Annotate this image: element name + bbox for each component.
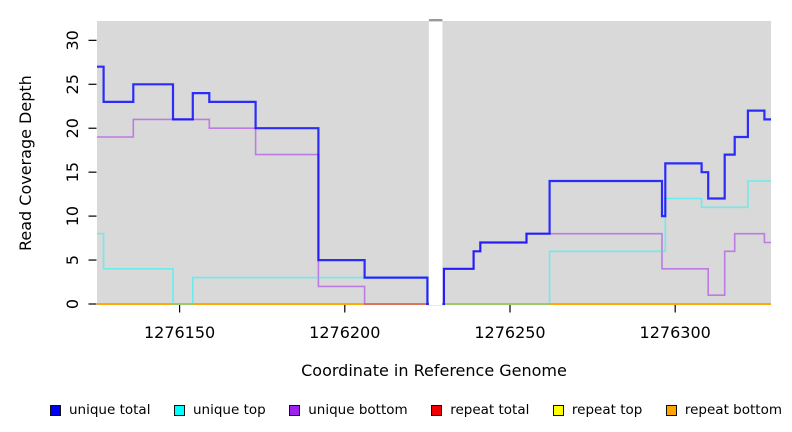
legend-label: repeat bottom xyxy=(684,402,782,418)
y-tick-label: 0 xyxy=(63,299,82,309)
legend-item-repeat-bottom: repeat bottom xyxy=(665,402,782,418)
series-line-unique-total xyxy=(97,65,771,306)
legend-label: unique bottom xyxy=(308,402,408,418)
legend-label: repeat total xyxy=(450,402,530,418)
x-tick-label: 1276300 xyxy=(640,323,711,342)
legend-label: unique total xyxy=(69,402,151,418)
y-tick-label: 30 xyxy=(63,30,82,50)
x-tick-label: 1276250 xyxy=(474,323,545,342)
legend-swatch-icon xyxy=(50,404,61,416)
y-tick-label: 10 xyxy=(63,206,82,226)
legend-item-repeat-top: repeat top xyxy=(552,402,643,418)
legend-label: repeat top xyxy=(571,402,643,418)
legend-item-repeat-total: repeat total xyxy=(431,402,529,418)
y-tick-label: 25 xyxy=(63,74,82,94)
legend: unique total unique top unique bottom repea… xyxy=(50,398,782,422)
series-line-unique-top xyxy=(97,180,771,305)
x-axis-title: Coordinate in Reference Genome xyxy=(301,361,567,380)
legend-item-unique-top: unique top xyxy=(174,402,266,418)
legend-swatch-icon xyxy=(665,404,677,416)
legend-swatch-icon xyxy=(431,404,443,416)
y-tick-label: 20 xyxy=(63,118,82,138)
y-tick-label: 5 xyxy=(63,255,82,265)
y-axis-title: Read Coverage Depth xyxy=(16,75,35,251)
y-tick-label: 15 xyxy=(63,162,82,182)
legend-item-unique-bottom: unique bottom xyxy=(289,402,408,418)
gap-band-top-dash xyxy=(428,19,443,22)
legend-item-unique-total: unique total xyxy=(50,402,150,418)
legend-swatch-icon xyxy=(289,404,301,416)
legend-swatch-icon xyxy=(552,404,564,416)
gap-band xyxy=(428,19,443,305)
x-tick-label: 1276150 xyxy=(144,323,215,342)
legend-label: unique top xyxy=(193,402,266,418)
legend-swatch-icon xyxy=(174,404,185,416)
x-tick-label: 1276200 xyxy=(309,323,380,342)
